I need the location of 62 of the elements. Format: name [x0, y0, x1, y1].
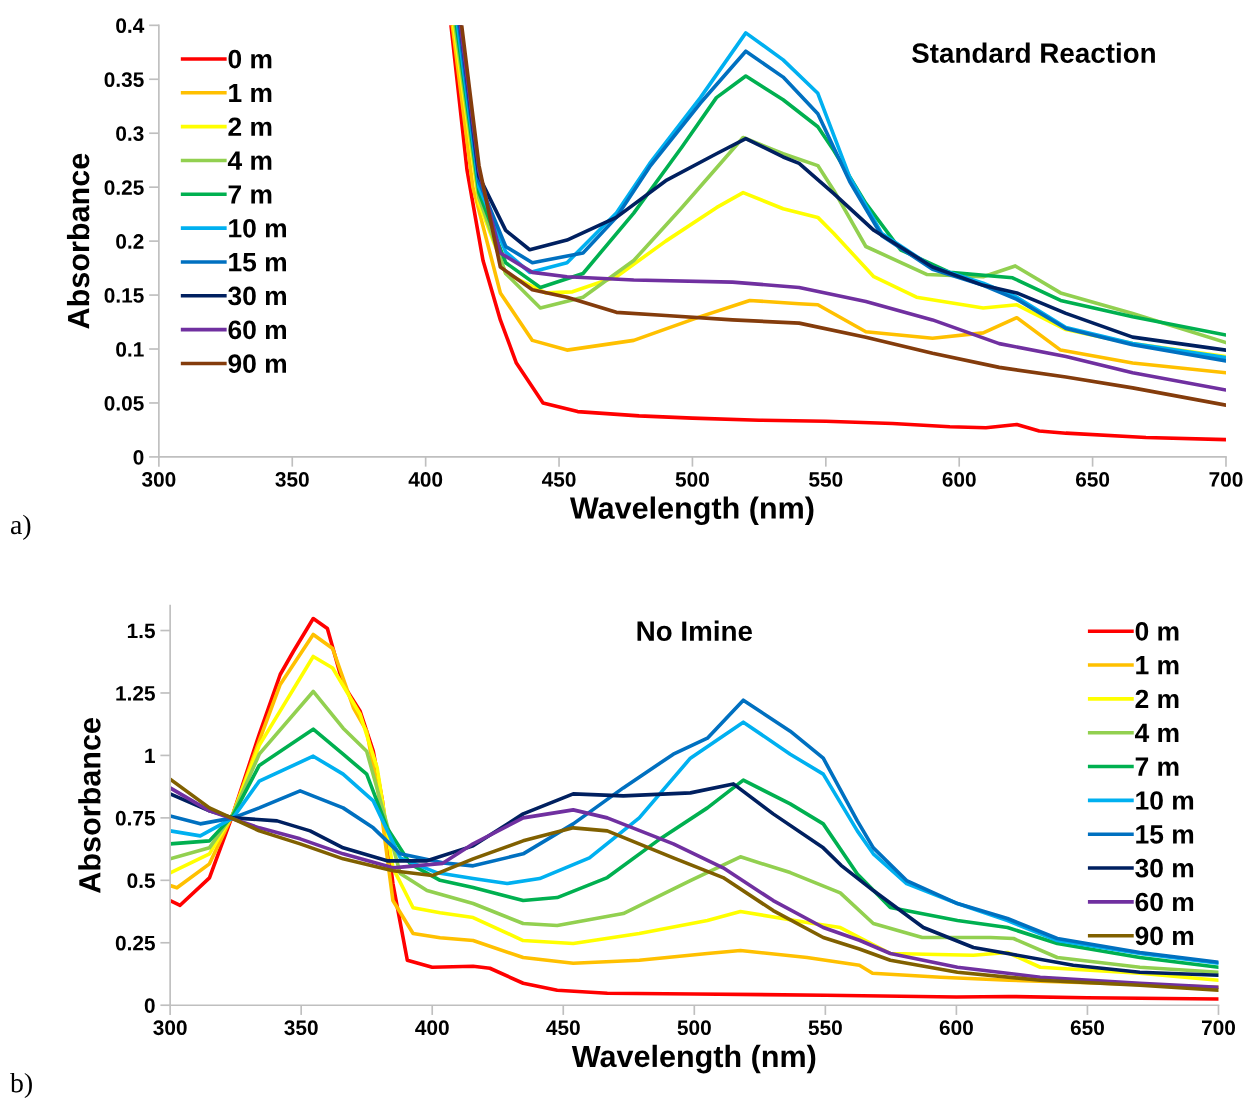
y-tick-label: 0.1	[116, 342, 144, 357]
legend-label: 0 m	[1135, 622, 1179, 641]
x-tick-label: 550	[809, 472, 843, 487]
legend-label: 90 m	[1135, 926, 1194, 946]
legend-label: 10 m	[1136, 791, 1194, 810]
y-tick-label: 0	[144, 998, 155, 1013]
legend-label: 4 m	[227, 151, 272, 170]
y-tick-label: 0.75	[115, 810, 155, 826]
legend-label: 15 m	[229, 253, 286, 272]
x-tick-label: 700	[1209, 472, 1243, 487]
legend-label: 2 m	[1135, 689, 1179, 709]
y-tick-label: 0.15	[104, 288, 144, 303]
x-tick-label: 500	[675, 472, 709, 487]
y-tick-label: 0.35	[104, 72, 144, 88]
legend-label: 60 m	[1135, 892, 1194, 912]
y-tick-label: 0.25	[115, 935, 155, 951]
legend-label: 15 m	[1136, 825, 1194, 844]
legend-label: 7 m	[228, 185, 272, 204]
y-axis-title: Absorbance	[78, 718, 101, 893]
x-tick-label: 600	[939, 1020, 973, 1036]
legend-label: 1 m	[1136, 656, 1179, 675]
y-tick-label: 0.5	[127, 873, 155, 889]
chart-title: No Imine	[637, 620, 753, 641]
x-tick-label: 350	[275, 472, 309, 487]
y-axis-title: Absorbance	[66, 153, 90, 329]
x-tick-label: 400	[408, 472, 443, 487]
legend-label: 10 m	[229, 218, 286, 238]
legend-label: 2 m	[228, 117, 272, 136]
text: b)	[10, 1072, 32, 1099]
y-tick-label: 0.25	[104, 180, 144, 195]
x-tick-label: 500	[677, 1020, 711, 1036]
legend-label: 4 m	[1134, 723, 1179, 742]
x-tick-label: 450	[546, 1020, 580, 1036]
x-tick-label: 450	[541, 472, 576, 487]
x-tick-label: 650	[1070, 1020, 1104, 1036]
legend-label: 0 m	[228, 49, 272, 69]
x-tick-label: 650	[1075, 472, 1110, 487]
legend-label: 90 m	[228, 354, 286, 373]
legend-label: 30 m	[1135, 858, 1194, 878]
y-tick-label: 1.5	[127, 623, 155, 639]
x-tick-label: 300	[153, 1020, 187, 1036]
chart-title: Standard Reaction	[912, 42, 1155, 63]
y-tick-label: 0.4	[116, 18, 145, 34]
x-tick-label: 550	[808, 1020, 842, 1036]
legend-label: 60 m	[228, 320, 286, 340]
legend-label: 30 m	[228, 286, 286, 306]
x-tick-label: 400	[415, 1020, 449, 1036]
x-tick-label: 600	[942, 472, 976, 487]
y-tick-label: 1.25	[116, 685, 155, 701]
y-tick-label: 1	[145, 748, 155, 763]
y-tick-label: 0.2	[116, 234, 144, 249]
y-tick-label: 0	[133, 449, 144, 465]
x-tick-label: 700	[1201, 1020, 1235, 1036]
y-tick-label: 0.3	[116, 126, 144, 141]
y-tick-label: 0.05	[104, 395, 144, 411]
legend-label: 1 m	[229, 83, 272, 103]
x-tick-label: 350	[284, 1020, 318, 1036]
x-tick-label: 300	[141, 472, 176, 487]
x-axis-title: Wavelength (nm)	[571, 1044, 816, 1074]
x-axis-title: Wavelength (nm)	[569, 496, 814, 526]
legend-label: 7 m	[1135, 757, 1179, 776]
text: a)	[10, 514, 31, 540]
